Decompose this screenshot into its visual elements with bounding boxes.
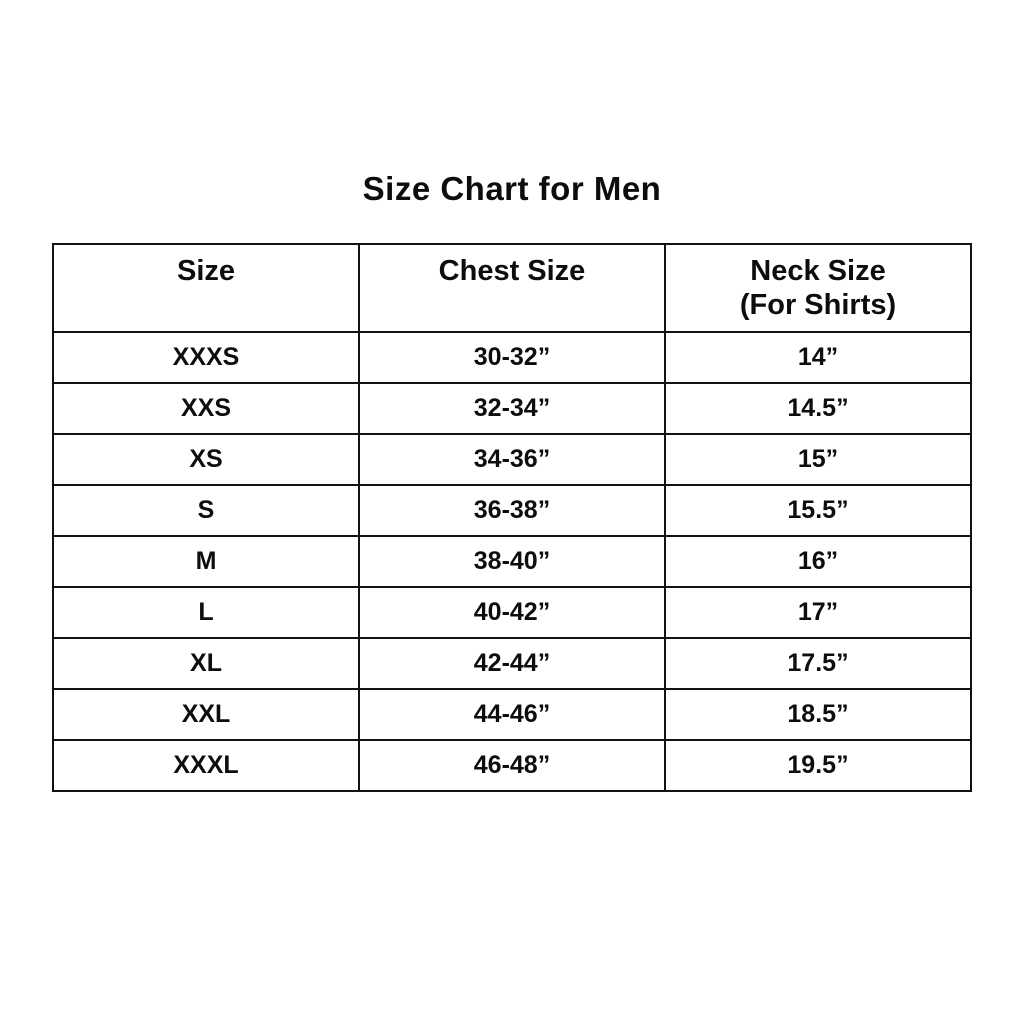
cell-neck: 18.5” [664, 688, 972, 741]
table-row: S 36-38” 15.5” [52, 484, 972, 537]
cell-chest: 38-40” [358, 535, 666, 588]
cell-chest: 40-42” [358, 586, 666, 639]
cell-chest: 34-36” [358, 433, 666, 486]
cell-neck: 17.5” [664, 637, 972, 690]
cell-neck: 14” [664, 331, 972, 384]
header-size-label: Size [176, 255, 236, 287]
cell-size: XS [52, 433, 360, 486]
cell-size: XXL [52, 688, 360, 741]
cell-size: XXS [52, 382, 360, 435]
table-row: XXS 32-34” 14.5” [52, 382, 972, 435]
table-row: XS 34-36” 15” [52, 433, 972, 486]
table-row: L 40-42” 17” [52, 586, 972, 639]
cell-chest: 32-34” [358, 382, 666, 435]
header-neck-subline: (For Shirts) [739, 289, 897, 321]
header-chest-subline [360, 288, 664, 322]
cell-chest: 44-46” [358, 688, 666, 741]
header-size-subline [54, 288, 358, 322]
table-row: XL 42-44” 17.5” [52, 637, 972, 690]
cell-neck: 19.5” [664, 739, 972, 792]
header-row: Size Chest Size Neck Size (For Shirts) [52, 243, 972, 333]
cell-size: S [52, 484, 360, 537]
size-chart-table: Size Chest Size Neck Size (For Shirts) X… [52, 243, 972, 792]
table-header: Size Chest Size Neck Size (For Shirts) [52, 243, 972, 333]
page-title: Size Chart for Men [362, 170, 662, 207]
cell-chest: 46-48” [358, 739, 666, 792]
header-chest-label: Chest Size [438, 255, 586, 287]
cell-chest: 42-44” [358, 637, 666, 690]
table-row: XXL 44-46” 18.5” [52, 688, 972, 741]
table-row: XXXL 46-48” 19.5” [52, 739, 972, 792]
cell-chest: 36-38” [358, 484, 666, 537]
cell-size: XXXS [52, 331, 360, 384]
cell-neck: 15.5” [664, 484, 972, 537]
cell-size: L [52, 586, 360, 639]
table-row: M 38-40” 16” [52, 535, 972, 588]
cell-neck: 15” [664, 433, 972, 486]
header-cell-neck: Neck Size (For Shirts) [664, 243, 972, 333]
table-body: XXXS 30-32” 14” XXS 32-34” 14.5” XS 34-3… [52, 331, 972, 792]
cell-neck: 14.5” [664, 382, 972, 435]
cell-size: XXXL [52, 739, 360, 792]
header-neck-label: Neck Size [750, 255, 886, 287]
cell-size: M [52, 535, 360, 588]
cell-neck: 16” [664, 535, 972, 588]
cell-neck: 17” [664, 586, 972, 639]
cell-chest: 30-32” [358, 331, 666, 384]
header-cell-chest: Chest Size [358, 243, 666, 333]
cell-size: XL [52, 637, 360, 690]
table-row: XXXS 30-32” 14” [52, 331, 972, 384]
header-cell-size: Size [52, 243, 360, 333]
